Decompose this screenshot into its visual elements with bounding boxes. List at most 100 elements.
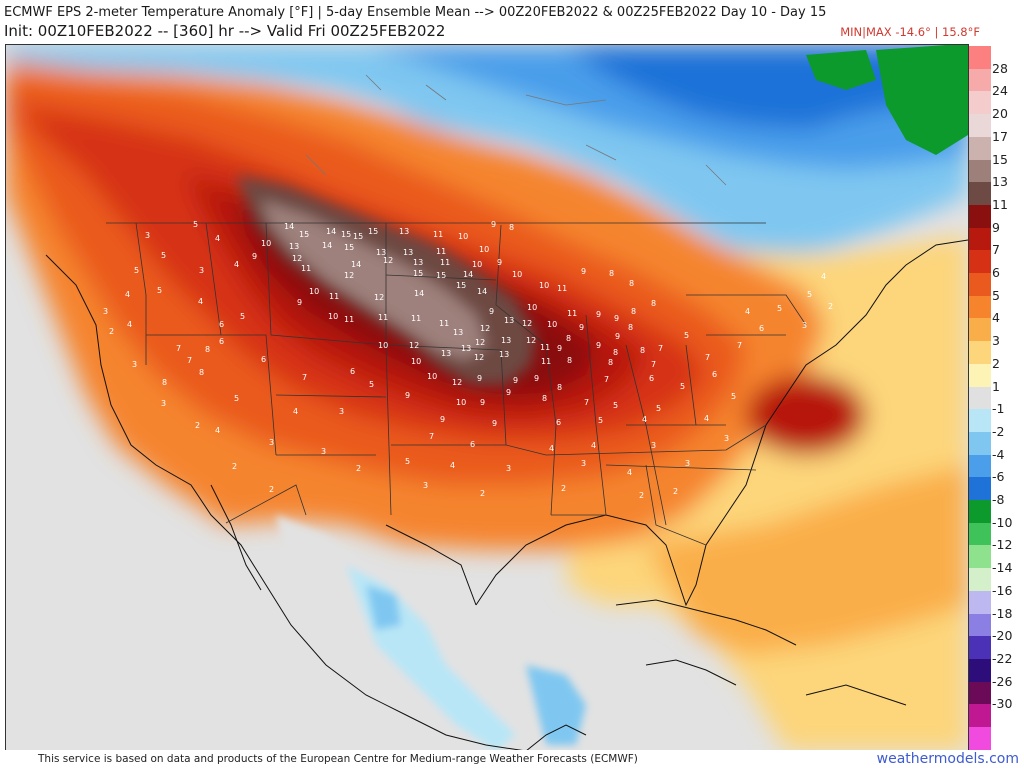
anomaly-label: 2 [673, 487, 678, 496]
legend-label: 9 [992, 219, 1000, 235]
anomaly-label: 12 [452, 378, 462, 387]
anomaly-label: 12 [522, 319, 532, 328]
anomaly-label: 13 [289, 242, 299, 251]
anomaly-label: 8 [628, 323, 633, 332]
anomaly-label: 11 [541, 357, 551, 366]
anomaly-label: 12 [474, 353, 484, 362]
legend-swatch [969, 681, 991, 705]
anomaly-label: 10 [539, 281, 549, 290]
anomaly-label: 6 [649, 374, 654, 383]
legend-swatch [969, 114, 991, 138]
anomaly-label: 11 [433, 230, 443, 239]
anomaly-label: 3 [321, 447, 326, 456]
anomaly-label: 3 [145, 231, 150, 240]
legend-label: -18 [992, 605, 1013, 621]
anomaly-label: 15 [344, 243, 354, 252]
anomaly-label: 4 [127, 320, 132, 329]
state-borders [106, 222, 807, 546]
anomaly-label: 15 [436, 271, 446, 280]
anomaly-label: 9 [506, 388, 511, 397]
legend-label: 4 [992, 310, 1000, 326]
anomaly-label: 11 [329, 292, 339, 301]
anomaly-label: 10 [547, 320, 557, 329]
anomaly-label: 3 [724, 434, 729, 443]
mexico-cool-patches [276, 515, 586, 751]
anomaly-label: 8 [609, 269, 614, 278]
anomaly-label: 15 [368, 227, 378, 236]
anomaly-label: 8 [567, 356, 572, 365]
legend-label: -12 [992, 537, 1013, 553]
legend-label: -2 [992, 423, 1005, 439]
anomaly-label: 9 [492, 419, 497, 428]
data-credit: This service is based on data and produc… [38, 753, 638, 765]
anomaly-label: 7 [429, 432, 434, 441]
anomaly-label: 6 [261, 355, 266, 364]
legend-label: -1 [992, 401, 1005, 417]
anomaly-label: 11 [378, 313, 388, 322]
anomaly-label: 8 [629, 279, 634, 288]
anomaly-label: 8 [631, 307, 636, 316]
anomaly-label: 2 [356, 464, 361, 473]
anomaly-label: 9 [497, 258, 502, 267]
anomaly-label: 8 [608, 358, 613, 367]
coastlines [45, 239, 968, 751]
anomaly-label: 11 [436, 247, 446, 256]
anomaly-label: 6 [759, 324, 764, 333]
legend-swatch [969, 363, 991, 387]
legend-swatch [969, 658, 991, 682]
anomaly-label: 9 [489, 307, 494, 316]
anomaly-label: 6 [219, 337, 224, 346]
anomaly-label: 14 [477, 287, 487, 296]
anomaly-label: 9 [596, 310, 601, 319]
anomaly-label: 7 [651, 360, 656, 369]
legend-swatch [969, 704, 991, 728]
color-legend: 28 24 20 17 15 13 11 9 7 6 5 4 3 2 1 -1 -2 -4 -6 -8 -10 -12 -1… [969, 44, 1023, 750]
anomaly-label: 3 [802, 321, 807, 330]
anomaly-label: 5 [731, 392, 736, 401]
anomaly-label: 13 [501, 336, 511, 345]
legend-label: 20 [992, 106, 1008, 122]
legend-label: -10 [992, 514, 1013, 530]
anomaly-label: 3 [199, 266, 204, 275]
legend-swatch [969, 613, 991, 637]
legend-swatch [969, 522, 991, 546]
legend-swatch [969, 227, 991, 251]
anomaly-label: 10 [378, 341, 388, 350]
anomaly-label: 11 [411, 314, 421, 323]
anomaly-label: 12 [409, 341, 419, 350]
anomaly-label: 10 [309, 287, 319, 296]
anomaly-label: 7 [187, 356, 192, 365]
legend-swatch [969, 136, 991, 160]
legend-swatch [969, 568, 991, 592]
legend-label: 3 [992, 333, 1000, 349]
anomaly-label: 5 [777, 304, 782, 313]
legend-swatch [969, 477, 991, 501]
legend-swatch [969, 159, 991, 183]
legend-swatch [969, 590, 991, 614]
anomaly-label: 7 [737, 341, 742, 350]
anomaly-label: 9 [480, 398, 485, 407]
site-link[interactable]: weathermodels.com [876, 751, 1019, 767]
anomaly-label: 10 [512, 270, 522, 279]
anomaly-label: 7 [584, 398, 589, 407]
anomaly-label: 4 [821, 272, 826, 281]
anomaly-label: 5 [240, 312, 245, 321]
anomaly-label: 13 [461, 344, 471, 353]
anomaly-label: 4 [627, 468, 632, 477]
anomaly-label: 3 [506, 464, 511, 473]
anomaly-label: 10 [527, 303, 537, 312]
legend-label: 28 [992, 60, 1008, 76]
anomaly-label: 7 [705, 353, 710, 362]
anomaly-label: 14 [322, 241, 332, 250]
anomaly-label: 8 [613, 348, 618, 357]
anomaly-label: 8 [557, 383, 562, 392]
anomaly-label: 9 [557, 344, 562, 353]
anomaly-label: 14 [351, 260, 361, 269]
anomaly-label: 2 [195, 421, 200, 430]
legend-label: -8 [992, 492, 1005, 507]
anomaly-label: 14 [463, 270, 473, 279]
anomaly-label: 5 [369, 380, 374, 389]
legend-label: -22 [992, 650, 1013, 666]
anomaly-label: 5 [134, 266, 139, 275]
